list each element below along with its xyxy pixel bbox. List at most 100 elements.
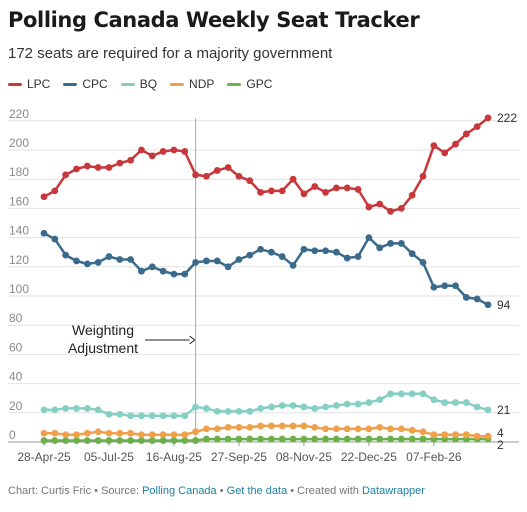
data-point-lpc	[51, 187, 59, 195]
data-point-bq	[246, 407, 254, 415]
data-point-ndp	[73, 431, 80, 439]
data-point-ndp	[83, 429, 91, 437]
data-point-bq	[235, 407, 243, 415]
end-label-bq: 21	[497, 403, 511, 417]
y-tick-label: 100	[9, 282, 29, 296]
data-point-cpc	[343, 254, 351, 262]
legend-swatch	[8, 82, 22, 86]
footer-chart-prefix: Chart:	[8, 485, 42, 497]
data-point-gpc	[408, 435, 416, 443]
data-point-lpc	[268, 187, 275, 195]
data-point-bq	[289, 402, 297, 409]
data-point-gpc	[105, 437, 113, 444]
data-point-bq	[397, 390, 405, 398]
data-point-ndp	[322, 425, 329, 433]
data-point-gpc	[116, 437, 124, 444]
data-point-lpc	[116, 159, 124, 167]
data-point-lpc	[246, 177, 254, 185]
data-point-cpc	[268, 248, 275, 256]
data-point-ndp	[365, 425, 373, 433]
data-point-lpc	[452, 140, 459, 148]
x-tick-label: 27-Sep-25	[211, 450, 267, 464]
chart-title: Polling Canada Weekly Seat Tracker	[8, 8, 420, 32]
legend-swatch	[120, 82, 135, 86]
data-point-gpc	[170, 437, 178, 444]
data-point-ndp	[224, 424, 232, 431]
data-point-ndp	[116, 429, 124, 437]
data-point-ndp	[170, 431, 178, 439]
end-label-cpc: 94	[497, 298, 511, 312]
y-tick-label: 120	[9, 253, 29, 267]
data-point-cpc	[170, 270, 178, 278]
end-label-ndp: 4	[497, 426, 504, 440]
data-point-bq	[387, 390, 394, 398]
footer-sep: •	[216, 485, 227, 497]
get-data-link[interactable]: Get the data	[226, 485, 288, 497]
data-point-gpc	[235, 435, 243, 443]
data-point-cpc	[397, 240, 405, 247]
data-point-bq	[94, 406, 102, 414]
data-point-bq	[159, 412, 167, 420]
data-point-lpc	[473, 123, 481, 131]
data-point-lpc	[408, 191, 416, 199]
data-point-ndp	[311, 424, 319, 431]
x-tick-label: 16-Aug-25	[146, 450, 202, 464]
data-point-ndp	[213, 425, 221, 433]
data-point-ndp	[419, 428, 427, 436]
data-point-bq	[473, 403, 481, 411]
data-point-cpc	[181, 270, 189, 278]
data-point-bq	[40, 406, 48, 414]
data-point-bq	[300, 403, 308, 411]
data-point-lpc	[354, 186, 362, 193]
data-point-cpc	[148, 263, 156, 271]
data-point-cpc	[83, 260, 91, 268]
data-point-bq	[484, 406, 492, 414]
data-point-gpc	[365, 435, 373, 443]
data-point-bq	[62, 405, 70, 412]
data-point-lpc	[224, 164, 232, 171]
y-tick-label: 200	[9, 136, 29, 150]
datawrapper-link[interactable]: Datawrapper	[361, 485, 425, 497]
x-tick-label: 22-Dec-25	[341, 450, 397, 464]
data-point-gpc	[83, 437, 91, 444]
data-point-bq	[181, 412, 189, 420]
data-point-bq	[213, 407, 221, 415]
data-point-ndp	[246, 424, 254, 431]
data-point-gpc	[73, 437, 80, 444]
chart-subtitle: 172 seats are required for a majority go…	[8, 45, 333, 62]
data-point-bq	[170, 412, 178, 420]
data-point-lpc	[419, 172, 427, 180]
data-point-lpc	[235, 172, 243, 180]
data-point-lpc	[148, 152, 156, 160]
data-point-lpc	[62, 171, 70, 179]
data-point-ndp	[387, 425, 394, 433]
data-point-ndp	[148, 431, 156, 439]
data-point-gpc	[289, 435, 297, 443]
source-link[interactable]: Polling Canada	[142, 485, 217, 497]
data-point-cpc	[289, 261, 297, 269]
data-point-ndp	[138, 431, 145, 439]
data-point-bq	[73, 405, 80, 412]
data-point-cpc	[365, 234, 373, 242]
legend-item-ndp: NDP	[170, 77, 214, 91]
data-point-cpc	[376, 244, 384, 252]
data-point-lpc	[159, 148, 167, 155]
data-point-bq	[343, 400, 351, 408]
data-point-lpc	[83, 162, 91, 170]
data-point-ndp	[127, 429, 135, 437]
annotation-label-line1: Weighting	[72, 322, 134, 338]
data-point-bq	[441, 399, 449, 406]
data-point-lpc	[170, 146, 178, 154]
data-point-ndp	[484, 432, 492, 440]
data-point-gpc	[159, 437, 167, 444]
footer-chart-author: Curtis Fric	[41, 485, 92, 497]
data-point-gpc	[376, 435, 384, 443]
data-point-gpc	[148, 437, 156, 444]
annotation-arrowhead	[189, 335, 196, 345]
data-point-cpc	[484, 301, 492, 309]
legend-label: NDP	[189, 77, 215, 91]
legend-swatch	[63, 82, 78, 86]
data-point-bq	[127, 412, 135, 420]
data-point-cpc	[138, 267, 145, 275]
